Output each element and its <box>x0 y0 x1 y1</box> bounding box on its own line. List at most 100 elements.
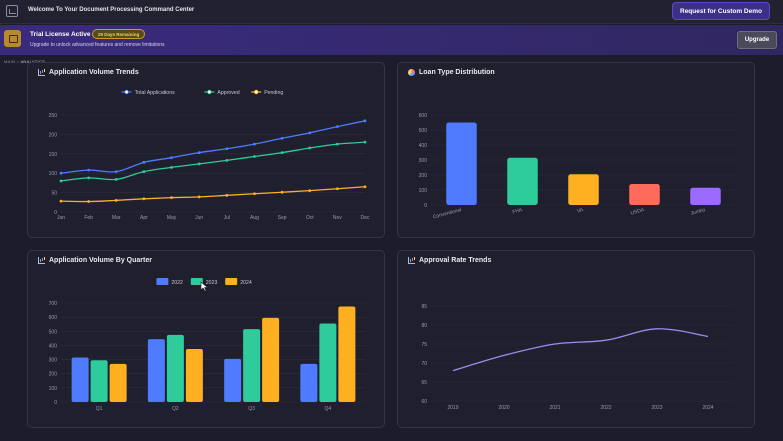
x-tick-label: USDA <box>630 207 646 217</box>
data-point <box>114 178 118 181</box>
y-tick-label: 600 <box>49 315 58 321</box>
x-tick-label: 2023 <box>651 405 662 411</box>
bar <box>690 187 721 205</box>
panel-volume-trends: Application Volume Trends 0 50 100 150 200 25… <box>27 62 385 238</box>
y-tick-label: 50 <box>51 191 57 197</box>
x-tick-label: Nov <box>333 215 342 221</box>
data-point <box>308 189 312 193</box>
y-tick-label: 0 <box>54 400 57 406</box>
bar <box>243 329 261 402</box>
panel-title: Loan Type Distribution <box>408 69 495 76</box>
x-tick-label: 2019 <box>447 405 458 411</box>
data-point <box>280 190 284 194</box>
y-tick-label: 400 <box>419 143 428 149</box>
upgrade-button[interactable]: Upgrade <box>737 31 777 49</box>
breadcrumb-root[interactable]: MAIN <box>4 59 16 64</box>
data-point <box>280 151 284 155</box>
data-point <box>59 199 63 203</box>
days-remaining-badge: 29 Days Remaining <box>92 29 146 39</box>
panel-title-text: Application Volume Trends <box>49 69 139 76</box>
x-tick-label: Aug <box>250 215 259 221</box>
y-tick-label: 0 <box>54 210 57 216</box>
y-tick-label: 200 <box>49 132 58 138</box>
x-tick-label: Q1 <box>96 406 103 412</box>
bar <box>446 122 477 205</box>
x-tick-label: 2024 <box>702 405 713 411</box>
breadcrumb: MAIN > ANALYTICS <box>4 59 45 64</box>
y-tick-label: 0 <box>424 203 427 209</box>
application-volume-chart: 0 50 100 150 200 250 Jan Feb Mar Apr May Jun Jul Aug S… <box>49 89 370 221</box>
y-tick-label: 65 <box>421 380 427 386</box>
line-chart-icon <box>38 69 45 76</box>
trial-banner: Trial License Active 29 Days Remaining U… <box>0 25 783 55</box>
data-point <box>87 176 91 180</box>
data-point <box>59 179 63 183</box>
x-tick-label: Oct <box>306 215 314 221</box>
series-line <box>60 120 366 174</box>
x-tick-label: 2021 <box>549 405 560 411</box>
data-point <box>114 198 118 202</box>
data-point <box>142 160 146 164</box>
x-tick-label: Q2 <box>172 406 179 412</box>
data-point <box>335 142 339 146</box>
data-point <box>114 170 118 174</box>
panel-title-text: Loan Type Distribution <box>419 69 495 76</box>
data-point <box>87 200 91 203</box>
data-point <box>253 155 256 158</box>
welcome-title: Welcome To Your Document Processing Comm… <box>28 7 195 13</box>
data-point <box>197 195 201 199</box>
data-point <box>335 125 339 129</box>
y-tick-label: 400 <box>49 343 58 349</box>
y-tick-label: 70 <box>421 361 427 367</box>
data-point <box>253 192 256 196</box>
sidebar-toggle-icon[interactable] <box>6 5 18 17</box>
x-tick-label: Jan <box>57 215 65 221</box>
y-tick-label: 200 <box>49 372 58 378</box>
data-point <box>197 151 201 155</box>
data-point <box>170 196 173 200</box>
y-tick-label: 700 <box>49 301 58 307</box>
volume-by-quarter-chart: 0 100 200 300 400 500 600 700 2022 2023 2024 Q1 Q2 Q3… <box>49 278 366 412</box>
panel-title: Application Volume Trends <box>38 69 139 76</box>
request-demo-button[interactable]: Request for Custom Demo <box>672 2 770 20</box>
panel-loan-type: Loan Type Distribution 0 100 200 300 400 500 6… <box>397 62 755 238</box>
trial-subtitle: Upgrade to unlock advanced features and … <box>30 42 165 48</box>
loan-type-chart: 0 100 200 300 400 500 600 Conventional FHA VA USDA… <box>419 113 736 220</box>
bar-chart-icon <box>38 257 45 264</box>
x-tick-label: VA <box>576 207 584 215</box>
y-tick-label: 150 <box>49 152 58 158</box>
y-tick-label: 100 <box>49 386 58 392</box>
x-tick-label: Jul <box>224 215 230 221</box>
x-tick-label: Q4 <box>325 406 332 412</box>
data-point <box>280 136 284 140</box>
bar <box>568 174 599 205</box>
legend-swatch <box>156 278 169 285</box>
bar <box>224 358 242 402</box>
data-point <box>142 170 146 174</box>
y-tick-label: 75 <box>421 342 427 348</box>
top-bar: Welcome To Your Document Processing Comm… <box>0 0 783 24</box>
panel-title: Application Volume By Quarter <box>38 257 152 264</box>
bar <box>185 348 203 402</box>
license-icon <box>4 30 21 47</box>
data-point <box>335 187 339 191</box>
bar <box>300 363 318 402</box>
data-point <box>363 119 367 123</box>
y-tick-label: 500 <box>419 128 428 134</box>
breadcrumb-separator: > <box>16 59 20 64</box>
x-tick-label: Mar <box>112 215 121 221</box>
x-tick-label: Feb <box>84 215 93 221</box>
breadcrumb-current: ANALYTICS <box>20 59 45 64</box>
y-tick-label: 250 <box>49 113 58 119</box>
x-tick-label: 2022 <box>600 405 611 411</box>
bar <box>147 339 165 402</box>
bar <box>166 334 184 402</box>
y-tick-label: 80 <box>421 323 427 329</box>
x-tick-label: May <box>167 215 177 221</box>
pie-chart-icon <box>408 69 415 76</box>
data-point <box>59 171 63 175</box>
x-tick-label: Sep <box>278 215 287 221</box>
mouse-cursor-icon <box>200 281 209 292</box>
line-chart-icon <box>408 257 415 264</box>
legend-label: 2022 <box>171 280 183 286</box>
